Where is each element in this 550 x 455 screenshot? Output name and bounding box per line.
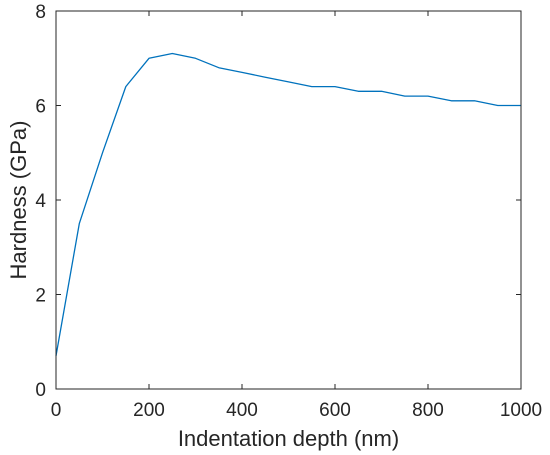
y-tick-label: 4 xyxy=(35,191,46,212)
data-point xyxy=(427,95,430,98)
x-axis-label: Indentation depth (nm) xyxy=(178,426,399,451)
series-layer xyxy=(55,52,521,357)
y-tick-labels: 0 2 4 6 8 xyxy=(35,2,46,401)
x-tick-label: 0 xyxy=(51,400,62,421)
x-tick-label: 800 xyxy=(412,400,444,421)
data-point xyxy=(171,52,174,55)
x-tick-label: 400 xyxy=(226,400,258,421)
data-point xyxy=(287,80,290,83)
data-point xyxy=(78,222,81,225)
plot-area-frame xyxy=(55,10,522,390)
data-point xyxy=(310,85,313,88)
hardness-series-line xyxy=(55,52,521,357)
data-point xyxy=(380,90,383,93)
y-tick-label: 6 xyxy=(35,97,46,118)
x-tick-labels: 0 200 400 600 800 1000 xyxy=(51,400,542,421)
data-point xyxy=(450,99,453,102)
data-point xyxy=(217,66,220,69)
data-point xyxy=(124,85,127,88)
data-point xyxy=(241,71,244,74)
y-axis-label: Hardness (GPa) xyxy=(6,121,31,280)
data-point xyxy=(148,57,151,60)
data-point xyxy=(101,151,104,154)
y-tick-label: 2 xyxy=(35,286,46,307)
y-tick-label: 8 xyxy=(35,2,46,23)
y-tick-label: 0 xyxy=(35,380,46,401)
data-point xyxy=(403,95,406,98)
data-point xyxy=(473,99,476,102)
x-tick-label: 600 xyxy=(319,400,351,421)
data-point xyxy=(194,57,197,60)
data-point xyxy=(264,76,267,79)
data-point xyxy=(334,85,337,88)
data-point xyxy=(496,104,499,107)
x-tick-label: 1000 xyxy=(500,400,542,421)
x-tick-label: 200 xyxy=(133,400,165,421)
data-point xyxy=(357,90,360,93)
ticks-layer xyxy=(55,10,522,390)
